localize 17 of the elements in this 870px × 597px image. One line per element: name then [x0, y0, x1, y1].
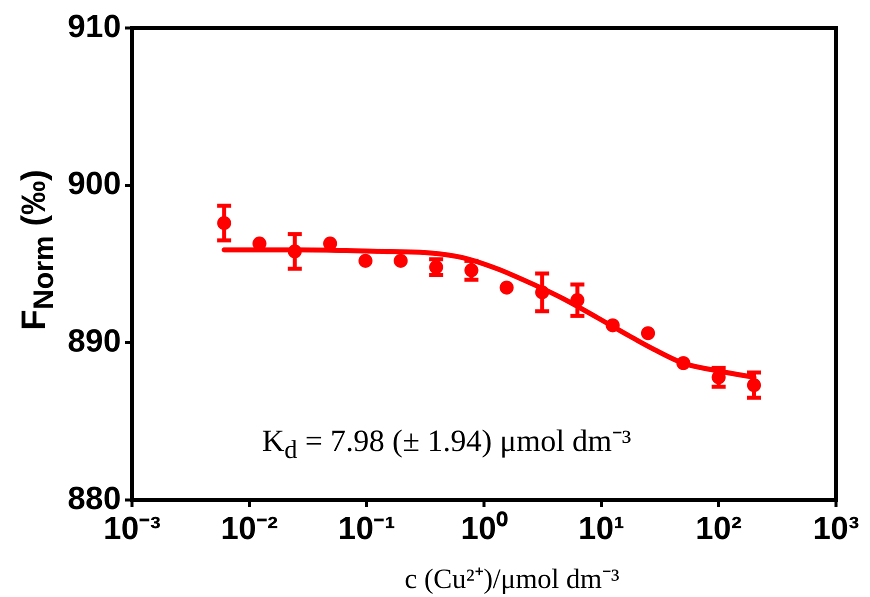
point	[358, 254, 372, 268]
y-tick-label: 890	[68, 322, 121, 358]
annotation: K$_{d}$ = 7.98 (± 1.94) μmol dm⁻³	[262, 422, 632, 466]
x-tick-label: 10¹	[578, 510, 624, 546]
x-tick-label: 10⁻²	[220, 510, 278, 546]
point	[676, 356, 690, 370]
y-tick-label: 910	[68, 8, 121, 44]
point	[394, 254, 408, 268]
point	[641, 326, 656, 340]
point	[606, 318, 620, 332]
x-axis-title: c (Cu²⁺)/μmol dm⁻³	[404, 563, 620, 596]
x-tick-label: 10³	[812, 510, 860, 546]
x-tick-label: 10⁻¹	[338, 510, 396, 546]
point	[500, 280, 514, 295]
x-tick-label: 10²	[696, 510, 742, 546]
y-tick-label: 900	[68, 165, 121, 202]
x-tick-label: 10⁰	[460, 510, 508, 546]
